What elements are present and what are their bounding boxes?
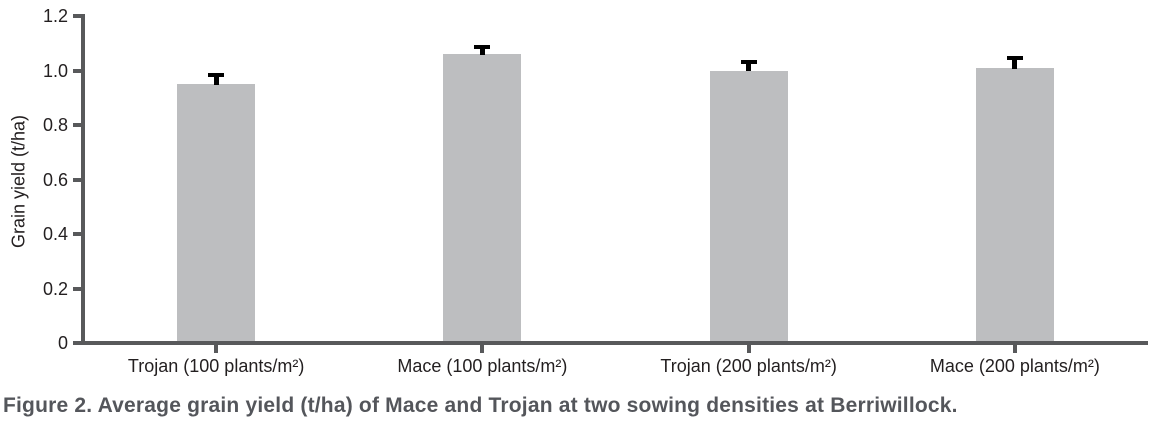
y-tick-mark <box>73 341 82 345</box>
y-tick-label: 0 <box>57 333 68 353</box>
x-axis-label: Mace (100 plants/m²) <box>397 356 568 376</box>
x-axis-line <box>81 341 1148 345</box>
bar <box>443 54 522 341</box>
error-bar-stem <box>213 73 219 86</box>
error-bar-cap <box>740 59 757 64</box>
error-bar-cap <box>474 44 491 49</box>
error-bar-stem <box>479 44 485 56</box>
y-tick-label: 1.2 <box>42 6 68 26</box>
y-tick-mark <box>73 286 82 291</box>
error-bar-cap <box>208 73 225 78</box>
bar <box>709 70 788 341</box>
y-tick-label: 0.8 <box>42 115 68 135</box>
y-tick-mark <box>73 68 82 73</box>
x-axis-label: Mace (200 plants/m²) <box>929 356 1100 376</box>
bar <box>177 84 256 341</box>
plot-area: Grain yield (t/ha) 0 0.2 0.4 0.6 0.8 1.0 1.2 Tr… <box>9 6 1148 376</box>
x-axis-label: Trojan (200 plants/m²) <box>660 356 837 376</box>
y-tick-label: 0.6 <box>42 169 68 190</box>
y-tick-mark <box>73 123 82 127</box>
y-tick-mark <box>73 14 82 18</box>
y-tick-mark <box>73 232 82 236</box>
x-tick-mark <box>214 345 219 353</box>
x-axis-label: Trojan (100 plants/m²) <box>127 356 305 376</box>
y-tick-label: 0.4 <box>42 224 68 244</box>
figure-caption: Figure 2. Average grain yield (t/ha) of … <box>3 394 958 417</box>
error-bar-stem <box>1012 55 1018 69</box>
error-bar-cap <box>1006 55 1023 60</box>
y-tick-label: 1.0 <box>42 60 68 81</box>
x-tick-mark <box>746 345 751 353</box>
y-tick-label: 0.2 <box>42 278 68 299</box>
y-tick-mark <box>73 177 82 182</box>
x-tick-mark <box>480 345 485 353</box>
y-axis-line <box>81 14 85 345</box>
error-bar-stem <box>746 59 752 72</box>
x-tick-mark <box>1012 345 1017 353</box>
bar <box>975 67 1054 341</box>
